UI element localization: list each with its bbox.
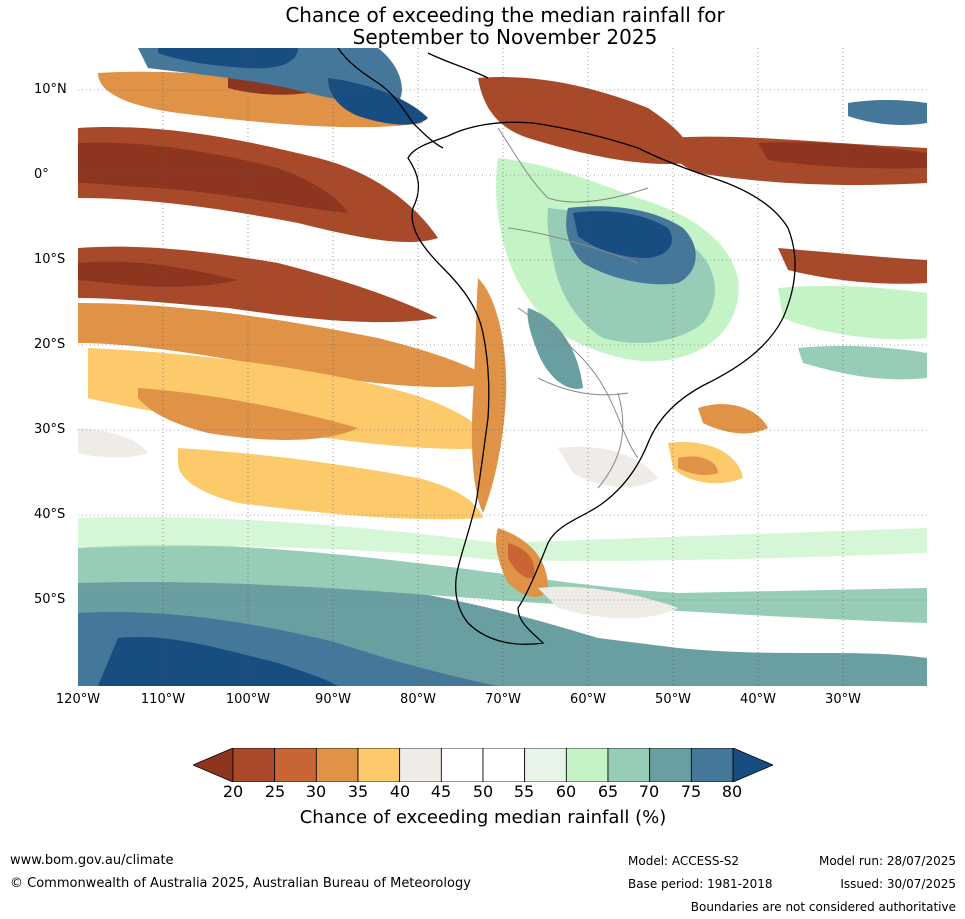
colorbar-segment (524, 747, 567, 783)
issued-date: Issued: 30/07/2025 (840, 877, 956, 891)
colorbar (191, 747, 775, 783)
colorbar-label: Chance of exceeding median rainfall (%) (299, 807, 667, 828)
map-title-line2: September to November 2025 (352, 25, 658, 49)
lat-label-10n: 10°N (34, 82, 67, 97)
colorbar-segment (440, 747, 484, 783)
colorbar-tick: 80 (721, 782, 743, 801)
model-name: Model: ACCESS-S2 (628, 854, 740, 868)
colorbar-tick: 45 (430, 782, 452, 801)
rainfall-shading (78, 48, 927, 686)
colorbar-tick: 65 (597, 782, 619, 801)
northern-sa-dry (478, 77, 691, 164)
central-america-outline (337, 48, 444, 149)
lat-label-30s: 30°S (34, 422, 66, 437)
lon-label-60w: 60°W (570, 692, 606, 707)
colorbar-tick: 25 (264, 782, 286, 801)
rainfall-map[interactable] (78, 48, 927, 686)
lon-label-100w: 100°W (225, 692, 271, 707)
colorbar-segment (482, 747, 526, 783)
colorbar-tick: 75 (680, 782, 702, 801)
lon-label-110w: 110°W (140, 692, 186, 707)
colorbar-segment (690, 747, 734, 783)
model-run-date: Model run: 28/07/2025 (818, 854, 956, 868)
colorbar-tick: 70 (638, 782, 660, 801)
lon-label-120w: 120°W (55, 692, 101, 707)
colorbar-tick: 30 (305, 782, 327, 801)
copyright-text: © Commonwealth of Australia 2025, Austra… (10, 876, 471, 891)
colorbar-tick: 40 (389, 782, 411, 801)
lat-label-20s: 20°S (34, 337, 66, 352)
colorbar-tick: 55 (513, 782, 535, 801)
map-title: Chance of exceeding the median rainfall … (0, 4, 965, 48)
colorbar-segment (399, 747, 442, 783)
lon-label-70w: 70°W (485, 692, 521, 707)
colorbar-segment (565, 747, 609, 783)
lon-label-90w: 90°W (315, 692, 351, 707)
lon-label-80w: 80°W (400, 692, 436, 707)
colorbar-segment (315, 747, 359, 783)
bom-website-link[interactable]: www.bom.gov.au/climate (10, 853, 174, 868)
map-title-line1: Chance of exceeding the median rainfall … (285, 3, 725, 27)
colorbar-segment (357, 747, 401, 783)
colorbar-segment (232, 747, 276, 783)
lat-label-10s: 10°S (34, 252, 66, 267)
lon-label-50w: 50°W (655, 692, 691, 707)
lon-label-30w: 30°W (825, 692, 861, 707)
colorbar-segment (274, 747, 317, 783)
colorbar-extend-low (191, 747, 234, 783)
base-period: Base period: 1981-2018 (628, 877, 773, 891)
colorbar-segment (607, 747, 651, 783)
colorbar-tick: 60 (555, 782, 577, 801)
colorbar-extend-high (732, 747, 775, 783)
lat-label-40s: 40°S (34, 507, 66, 522)
south-america-outline (407, 121, 796, 645)
country-borders (497, 127, 649, 489)
lon-label-40w: 40°W (740, 692, 776, 707)
gridlines (78, 48, 927, 686)
colorbar-tick: 50 (472, 782, 494, 801)
coastlines (337, 48, 796, 645)
colorbar-tick: 20 (222, 782, 244, 801)
colorbar-segment (649, 747, 692, 783)
lat-label-0: 0° (34, 167, 49, 182)
lat-label-50s: 50°S (34, 592, 66, 607)
boundaries-disclaimer: Boundaries are not considered authoritat… (690, 900, 956, 914)
colorbar-tick: 35 (347, 782, 369, 801)
